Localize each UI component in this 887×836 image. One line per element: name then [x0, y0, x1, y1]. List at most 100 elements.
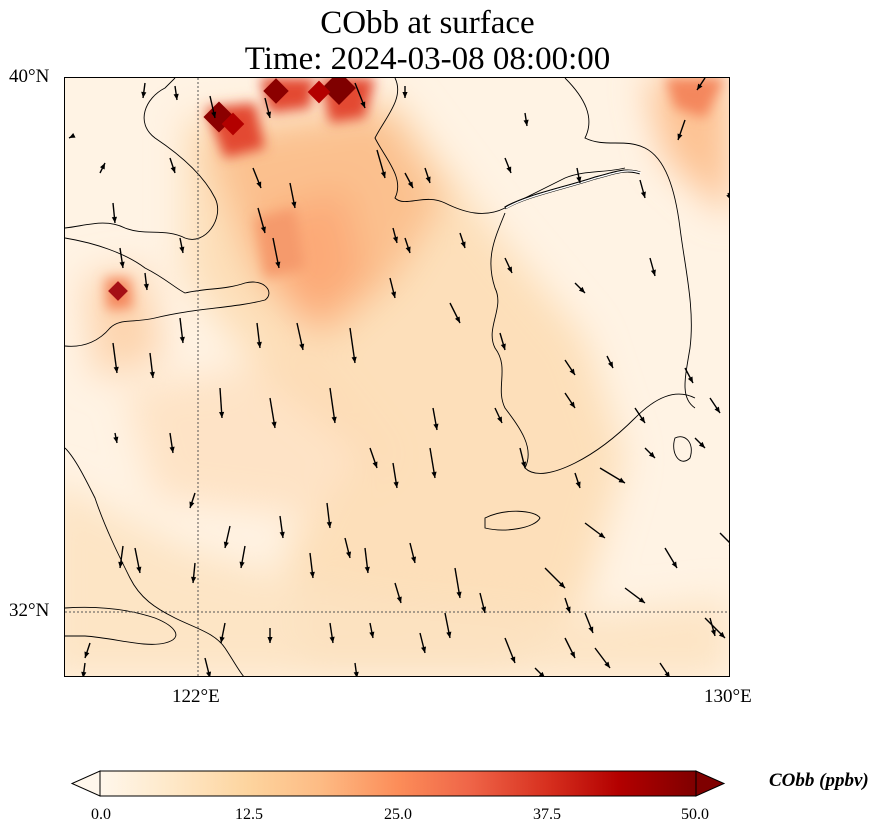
wind-arrow-head — [149, 371, 155, 378]
wind-arrow-head — [728, 545, 729, 546]
wind-arrow-head — [169, 446, 175, 453]
map-svg — [65, 78, 729, 676]
wind-arrow-head — [687, 376, 693, 383]
lat-label-32: 32°N — [9, 600, 50, 621]
wind-arrow-head — [346, 551, 352, 558]
wind-arrow-head — [433, 423, 439, 430]
lon-label-130: 130°E — [704, 686, 752, 707]
wind-arrow-head — [392, 236, 398, 243]
wind-arrow-head — [113, 366, 119, 373]
wind-arrow-head — [697, 83, 703, 90]
wind-arrow-head — [421, 646, 427, 653]
north-korea-border-inner — [505, 170, 642, 209]
wind-arrow-head — [369, 631, 375, 638]
lat-label-40: 40°N — [9, 66, 50, 87]
wind-arrow-head — [266, 111, 272, 118]
wind-arrow-head — [565, 606, 571, 613]
wind-vectors — [68, 78, 729, 676]
wind-arrow-head — [604, 661, 610, 668]
wind-arrow-head — [671, 561, 677, 568]
wind-arrow-head — [425, 176, 431, 183]
wind-arrow-head — [219, 411, 225, 418]
wind-arrow-head — [523, 119, 529, 126]
wind-arrow-head — [497, 416, 502, 423]
wind-arrow-head — [141, 91, 147, 98]
wind-arrow-head — [402, 92, 408, 98]
wind-arrow-head — [538, 671, 545, 676]
wind-arrow-head — [372, 461, 378, 468]
wind-arrow-head — [648, 451, 655, 458]
wind-arrow-head — [569, 401, 575, 408]
coast-jiangsu — [65, 447, 244, 676]
wind-arrow-head — [407, 181, 413, 188]
wind-arrow-head — [460, 241, 466, 248]
wind-arrow-head — [650, 269, 656, 276]
wind-arrow-head — [677, 133, 683, 140]
colorbar-tick-4: 50.0 — [681, 806, 709, 823]
wind-arrow-head — [256, 341, 262, 348]
wind-arrow-head — [136, 566, 142, 573]
wind-arrow-head — [396, 596, 402, 603]
wind-arrow-head — [500, 343, 506, 350]
wind-arrow-head — [84, 651, 90, 658]
wind-arrow-head — [329, 636, 335, 643]
wind-arrow-head — [405, 246, 411, 253]
wind-arrow-head — [726, 194, 729, 199]
coast-korea-east — [564, 78, 696, 409]
wind-arrow-head — [173, 93, 179, 100]
wind-arrow-head — [714, 406, 720, 413]
wind-arrow-head — [507, 266, 512, 273]
wind-arrow-head — [569, 368, 575, 375]
wind-arrow-head — [267, 637, 273, 643]
wind-arrow-head — [309, 571, 315, 578]
wind-arrow-head — [446, 631, 452, 638]
wind-arrow-head — [206, 671, 212, 676]
wind-arrow-head — [99, 163, 105, 170]
wind-arrow-head — [113, 436, 119, 443]
coast-yangtze — [65, 606, 177, 645]
wind-arrow-head — [170, 166, 176, 173]
wind-arrow-head — [69, 132, 76, 138]
colorbar-tick-1: 12.5 — [235, 806, 263, 823]
wind-arrow-head — [607, 361, 613, 368]
wind-arrow-head — [299, 343, 305, 350]
colorbar-min-extend — [70, 770, 101, 797]
wind-arrow-head — [393, 481, 399, 488]
tsushima-island — [673, 436, 692, 462]
wind-arrow-head — [353, 671, 359, 676]
wind-arrow-shaft — [719, 532, 729, 543]
wind-arrow-head — [211, 111, 217, 118]
wind-arrow-head — [223, 541, 229, 548]
wind-arrow-shaft — [727, 192, 729, 198]
wind-arrow-head — [664, 671, 670, 676]
wind-arrow-head — [510, 656, 516, 663]
wind-arrow-head — [179, 246, 185, 253]
wind-arrow-head — [575, 481, 581, 488]
coast-shandong — [65, 237, 270, 347]
wind-arrow-head — [189, 501, 195, 508]
colorbar-gradient — [99, 770, 697, 797]
wind-arrow-head — [454, 316, 460, 323]
wind-arrow-head — [710, 629, 716, 636]
wind-arrow-head — [391, 291, 397, 298]
wind-arrow-shaft — [534, 667, 544, 676]
wind-arrow-head — [81, 671, 87, 676]
colorbar-tick-0: 0.0 — [91, 806, 111, 823]
wind-arrow-head — [119, 261, 125, 268]
wind-arrow-head — [639, 416, 645, 423]
coast-korea-west — [490, 212, 696, 474]
colorbar-title: CObb (ppbv) — [769, 770, 869, 791]
wind-arrow-head — [275, 261, 281, 268]
wind-arrow-head — [179, 336, 185, 343]
wind-arrow-head — [360, 101, 366, 108]
wind-arrow-head — [558, 581, 565, 588]
wind-arrow-head — [569, 651, 575, 658]
wind-arrow-head — [638, 597, 645, 603]
wind-arrow-head — [578, 286, 585, 293]
wind-arrow-head — [118, 561, 124, 568]
wind-arrow-head — [260, 226, 266, 233]
coast-liaodong — [65, 78, 219, 240]
wind-arrow-head — [351, 356, 357, 363]
plot-title: CObb at surface — [320, 5, 535, 41]
plot-subtitle-time: Time: 2024-03-08 08:00:00 — [244, 41, 611, 77]
